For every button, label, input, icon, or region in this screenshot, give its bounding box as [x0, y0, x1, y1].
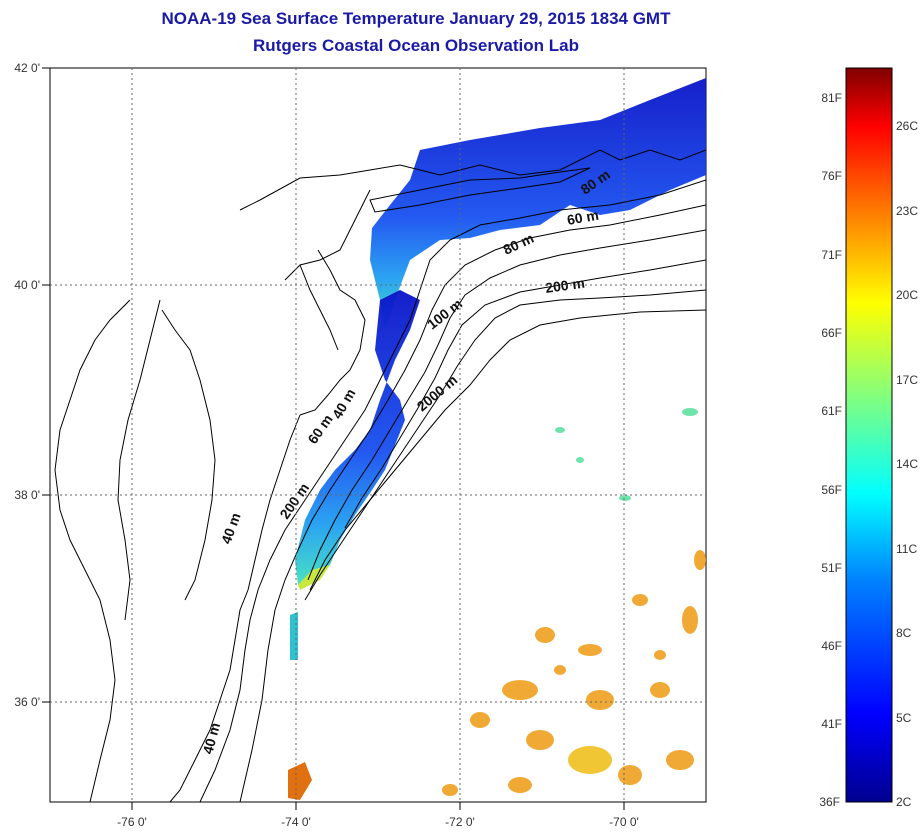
lat-label: 36 0': [14, 695, 40, 709]
contour-2000m: [309, 309, 706, 591]
colorbar-f-label: 66F: [821, 326, 842, 340]
colorbar-c-label: 11C: [896, 542, 917, 556]
colorbar-c-label: 20C: [896, 288, 918, 302]
lon-label: -70 0': [609, 815, 639, 829]
map-title: NOAA-19 Sea Surface Temperature January …: [161, 9, 671, 28]
colorbar-c-label: 26C: [896, 119, 918, 133]
cape-hatteras-warm-patch: [288, 762, 312, 800]
colorbar-c-label: 17C: [896, 373, 918, 387]
lat-labels: 42 0' 40 0' 38 0' 36 0': [14, 61, 40, 709]
contour-label: 40 m: [199, 721, 223, 756]
map-subtitle: Rutgers Coastal Ocean Observation Lab: [253, 36, 579, 55]
cold-water-region-central: [295, 290, 420, 585]
cold-water-region-north: [370, 78, 706, 330]
warm-water-patches: [442, 550, 706, 796]
lat-label: 42 0': [14, 61, 40, 75]
fahrenheit-scale: 81F 76F 71F 66F 61F 56F 51F 46F 41F 36F: [819, 91, 842, 809]
colorbar: 81F 76F 71F 66F 61F 56F 51F 46F 41F 36F …: [819, 67, 918, 809]
contour-80m: [307, 229, 706, 581]
long-island: [369, 167, 591, 213]
bathymetry-contours: [199, 179, 706, 802]
lat-label: 38 0': [14, 488, 40, 502]
colorbar-c-label: 2C: [896, 795, 912, 809]
lon-label: -76 0': [117, 815, 147, 829]
lon-label: -72 0': [445, 815, 475, 829]
celsius-scale: 26C 23C 20C 17C 14C 11C 8C 5C 2C: [896, 119, 918, 809]
map-panel: 80 m 60 m 80 m 200 m 100 m 2000 m 60 m 4…: [14, 61, 707, 829]
colorbar-f-label: 56F: [821, 483, 842, 497]
colorbar-f-label: 41F: [821, 717, 842, 731]
lat-label: 40 0': [14, 278, 40, 292]
contour-label: 200 m: [544, 275, 586, 296]
contour-60m: [239, 204, 706, 802]
colorbar-c-label: 14C: [896, 457, 918, 471]
colorbar-c-label: 5C: [896, 711, 912, 725]
colorbar-c-label: 8C: [896, 626, 912, 640]
contour-100m: [344, 259, 706, 529]
colorbar-f-label: 61F: [821, 404, 842, 418]
lon-labels: -76 0' -74 0' -72 0' -70 0': [117, 815, 639, 829]
chesapeake-bay: [117, 299, 161, 621]
contour-label: 60 m: [566, 207, 600, 228]
green-water-patches: [555, 408, 698, 501]
colorbar-f-label: 81F: [821, 91, 842, 105]
lon-label: -74 0': [281, 815, 311, 829]
map-grid: [50, 68, 706, 802]
colorbar-c-label: 23C: [896, 204, 918, 218]
coastline: [54, 149, 706, 802]
colorbar-f-label: 51F: [821, 561, 842, 575]
contour-200m: [304, 289, 706, 601]
contour-40m: [199, 179, 706, 802]
colorbar-f-label: 71F: [821, 248, 842, 262]
colorbar-f-label: 76F: [821, 169, 842, 183]
colorbar-f-label: 36F: [819, 795, 840, 809]
colorbar-ramp: [845, 67, 893, 803]
southern-cold-sliver: [290, 612, 298, 660]
colorbar-f-label: 46F: [821, 639, 842, 653]
delaware-bay: [299, 264, 339, 351]
axis-ticks: [42, 67, 625, 810]
